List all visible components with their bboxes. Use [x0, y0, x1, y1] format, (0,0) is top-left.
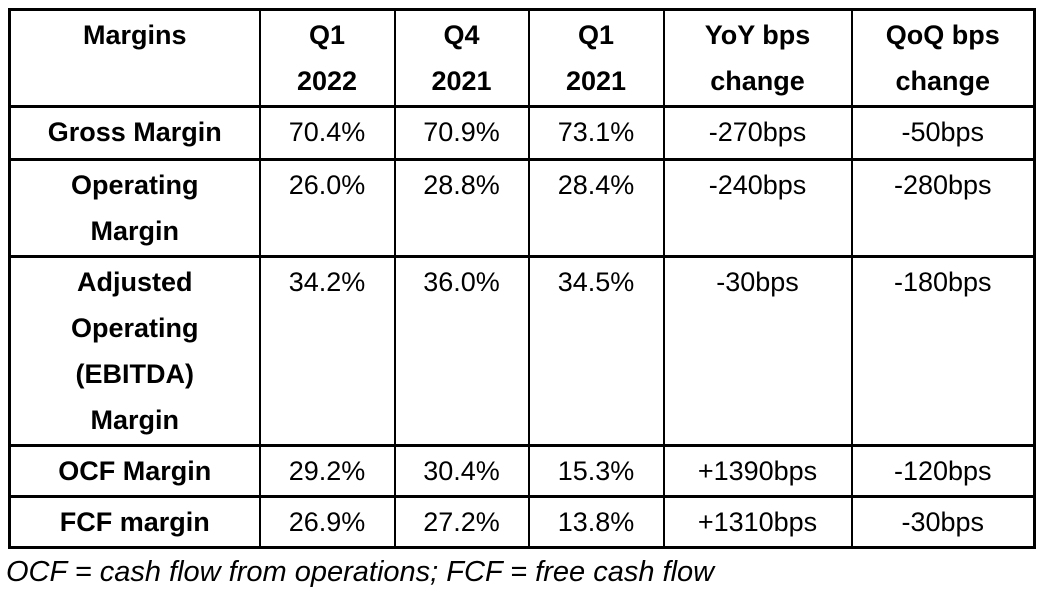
- row-label: FCF margin: [8, 495, 261, 549]
- table-row-adjusted-operating-ebitda-margin: Adjusted Operating (EBITDA) Margin 34.2%…: [8, 255, 1036, 447]
- value-cell: 26.9%: [258, 495, 396, 549]
- value-cell: 13.8%: [527, 495, 665, 549]
- table-row-ocf-margin: OCF Margin 29.2% 30.4% 15.3% +1390bps -1…: [8, 444, 1036, 498]
- value-cell: 34.5%: [527, 255, 665, 447]
- value-cell: -270bps: [662, 105, 853, 161]
- row-label-line: Margin: [90, 405, 179, 435]
- row-label-line: Gross Margin: [47, 117, 222, 147]
- footnote-text: OCF = cash flow from operations; FCF = f…: [6, 556, 715, 588]
- header-cell-q1-2022: Q1 2022: [258, 8, 396, 108]
- value-cell: -240bps: [662, 158, 853, 258]
- header-line: QoQ bps: [885, 20, 1000, 50]
- header-cell-q4-2021: Q4 2021: [393, 8, 530, 108]
- header-line: change: [710, 66, 805, 96]
- table-row-operating-margin: Operating Margin 26.0% 28.8% 28.4% -240b…: [8, 158, 1036, 258]
- value-cell: -280bps: [850, 158, 1036, 258]
- header-cell-margins: Margins: [8, 8, 261, 108]
- header-cell-qoq-change: QoQ bps change: [850, 8, 1036, 108]
- row-label-line: (EBITDA): [75, 359, 194, 389]
- header-line: Q1: [308, 20, 346, 50]
- table-header-row: Margins Q1 2022 Q4 2021 Q1 2021 YoY bps …: [8, 8, 1036, 108]
- header-line: 2021: [565, 66, 627, 96]
- value-cell: 28.4%: [527, 158, 665, 258]
- value-cell: -180bps: [850, 255, 1036, 447]
- row-label-line: Adjusted: [76, 267, 193, 297]
- value-cell: 15.3%: [527, 444, 665, 498]
- row-label: Adjusted Operating (EBITDA) Margin: [8, 255, 261, 447]
- table-row-gross-margin: Gross Margin 70.4% 70.9% 73.1% -270bps -…: [8, 105, 1036, 161]
- table-row-fcf-margin: FCF margin 26.9% 27.2% 13.8% +1310bps -3…: [8, 495, 1036, 549]
- value-cell: +1310bps: [662, 495, 853, 549]
- row-label: OCF Margin: [8, 444, 261, 498]
- header-line: Q1: [577, 20, 615, 50]
- row-label-line: Operating: [70, 313, 199, 343]
- value-cell: 29.2%: [258, 444, 396, 498]
- header-line: 2021: [431, 66, 492, 96]
- row-label-line: FCF margin: [59, 507, 210, 537]
- header-line: change: [895, 66, 991, 96]
- value-cell: +1390bps: [662, 444, 853, 498]
- value-cell: 34.2%: [258, 255, 396, 447]
- value-cell: 26.0%: [258, 158, 396, 258]
- margins-table: Margins Q1 2022 Q4 2021 Q1 2021 YoY bps …: [8, 8, 1036, 549]
- row-label: Gross Margin: [8, 105, 261, 161]
- value-cell: -50bps: [850, 105, 1036, 161]
- header-line: 2022: [296, 66, 358, 96]
- value-cell: -30bps: [850, 495, 1036, 549]
- header-cell-q1-2021: Q1 2021: [527, 8, 665, 108]
- value-cell: 70.4%: [258, 105, 396, 161]
- row-label-line: Margin: [90, 216, 179, 246]
- value-cell: 30.4%: [393, 444, 530, 498]
- value-cell: -120bps: [850, 444, 1036, 498]
- value-cell: 70.9%: [393, 105, 530, 161]
- header-cell-yoy-change: YoY bps change: [662, 8, 853, 108]
- row-label-line: OCF Margin: [58, 456, 212, 486]
- row-label-line: Operating: [70, 170, 199, 200]
- value-cell: -30bps: [662, 255, 853, 447]
- header-label: Margins: [82, 20, 187, 50]
- value-cell: 36.0%: [393, 255, 530, 447]
- header-line: YoY bps: [704, 20, 811, 50]
- value-cell: 73.1%: [527, 105, 665, 161]
- row-label: Operating Margin: [8, 158, 261, 258]
- header-line: Q4: [443, 20, 480, 50]
- value-cell: 28.8%: [393, 158, 530, 258]
- value-cell: 27.2%: [393, 495, 530, 549]
